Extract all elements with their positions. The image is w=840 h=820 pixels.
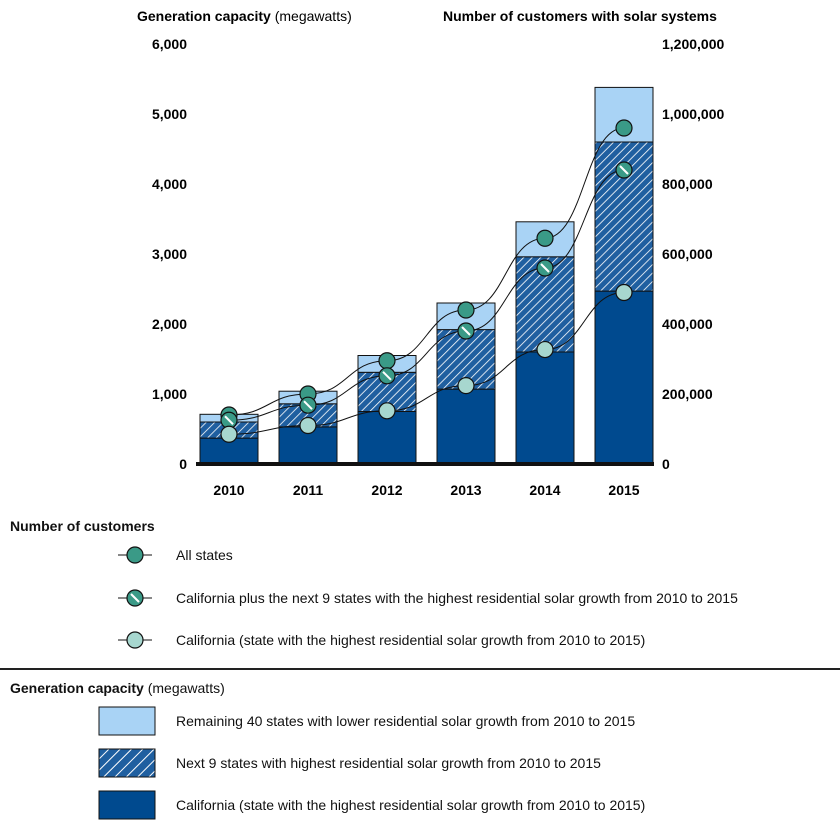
- left-tick-label: 4,000: [152, 176, 187, 192]
- marker-slash: [382, 371, 392, 381]
- legend-label-california-customers: California (state with the highest resid…: [176, 632, 646, 648]
- marker-california: [299, 416, 317, 435]
- california-marker-icon: [118, 631, 152, 649]
- right-axis-ticks: 0 200,000 400,000 600,000 800,000 1,000,000 1,…: [662, 36, 724, 472]
- left-tick-label: 0: [179, 456, 187, 472]
- right-tick-label: 400,000: [662, 316, 713, 332]
- left-axis-ticks: 0 1,000 2,000 3,000 4,000 5,000 6,000: [152, 36, 187, 472]
- marker-slash: [619, 165, 629, 175]
- customers-legend: Number of customers All states Californi…: [0, 512, 840, 652]
- legend-label-top10-states: California plus the next 9 states with t…: [176, 590, 738, 606]
- bar-california: [436, 388, 496, 465]
- marker-all-states: [536, 229, 554, 247]
- bar-california: [594, 290, 654, 465]
- marker-california: [615, 283, 633, 302]
- customer-markers: [220, 119, 633, 443]
- remaining-40-swatch-icon: [98, 706, 156, 736]
- legend-item-california-customers: California (state with the highest resid…: [112, 625, 645, 655]
- left-tick-label: 1,000: [152, 386, 187, 402]
- x-category-label: 2010: [213, 482, 244, 498]
- legend-divider: [0, 668, 840, 670]
- bar-california: [357, 411, 417, 465]
- x-category-label: 2014: [529, 482, 560, 498]
- marker-slash: [461, 326, 471, 336]
- x-axis-categories: 2010 2011 2012 2013 2014 2015: [213, 482, 639, 498]
- marker-california: [378, 402, 396, 420]
- right-tick-label: 200,000: [662, 386, 713, 402]
- marker-slash: [540, 263, 550, 273]
- legend-item-california-capacity: California (state with the highest resid…: [98, 790, 645, 820]
- right-tick-label: 600,000: [662, 246, 713, 262]
- legend-label-california-capacity: California (state with the highest resid…: [176, 797, 646, 813]
- marker-california: [220, 425, 238, 443]
- right-tick-label: 1,200,000: [662, 36, 724, 52]
- bar-california: [515, 351, 575, 465]
- x-category-label: 2012: [371, 482, 402, 498]
- legend-item-next-9: Next 9 states with highest residential s…: [98, 748, 601, 778]
- marker-slash: [303, 400, 313, 410]
- left-tick-label: 5,000: [152, 106, 187, 122]
- customers-legend-title: Number of customers: [10, 518, 155, 534]
- all-states-marker-icon: [118, 546, 152, 564]
- legend-label-next-9: Next 9 states with highest residential s…: [176, 755, 601, 771]
- left-axis-title: Generation capacity (megawatts): [137, 8, 352, 24]
- right-tick-label: 800,000: [662, 176, 713, 192]
- marker-slash: [224, 415, 234, 425]
- capacity-legend-title: Generation capacity (megawatts): [10, 680, 225, 696]
- legend-label-remaining-40: Remaining 40 states with lower residenti…: [176, 713, 636, 729]
- legend-label-all-states: All states: [176, 547, 233, 563]
- marker-california: [536, 340, 554, 359]
- capacity-legend: Generation capacity (megawatts) Remainin…: [0, 674, 840, 820]
- top10-states-marker-icon: [118, 589, 152, 607]
- left-tick-label: 2,000: [152, 316, 187, 332]
- california-swatch-icon: [98, 790, 156, 820]
- marker-california: [457, 377, 475, 395]
- legend-item-remaining-40: Remaining 40 states with lower residenti…: [98, 706, 635, 736]
- next-9-hatched-swatch-icon: [98, 748, 156, 778]
- solar-chart: Generation capacity (megawatts) Number o…: [137, 8, 724, 498]
- right-tick-label: 0: [662, 456, 670, 472]
- left-tick-label: 3,000: [152, 246, 187, 262]
- legend-item-top10-states: California plus the next 9 states with t…: [112, 583, 738, 613]
- x-category-label: 2015: [608, 482, 639, 498]
- marker-all-states: [457, 301, 475, 319]
- x-category-label: 2011: [293, 482, 324, 498]
- bars: [199, 86, 654, 465]
- marker-all-states: [378, 352, 396, 370]
- marker-all-states: [615, 119, 633, 137]
- left-tick-label: 6,000: [152, 36, 187, 52]
- x-category-label: 2013: [450, 482, 481, 498]
- right-axis-title: Number of customers with solar systems: [443, 8, 717, 24]
- right-tick-label: 1,000,000: [662, 106, 724, 122]
- legend-item-all-states: All states: [112, 540, 233, 570]
